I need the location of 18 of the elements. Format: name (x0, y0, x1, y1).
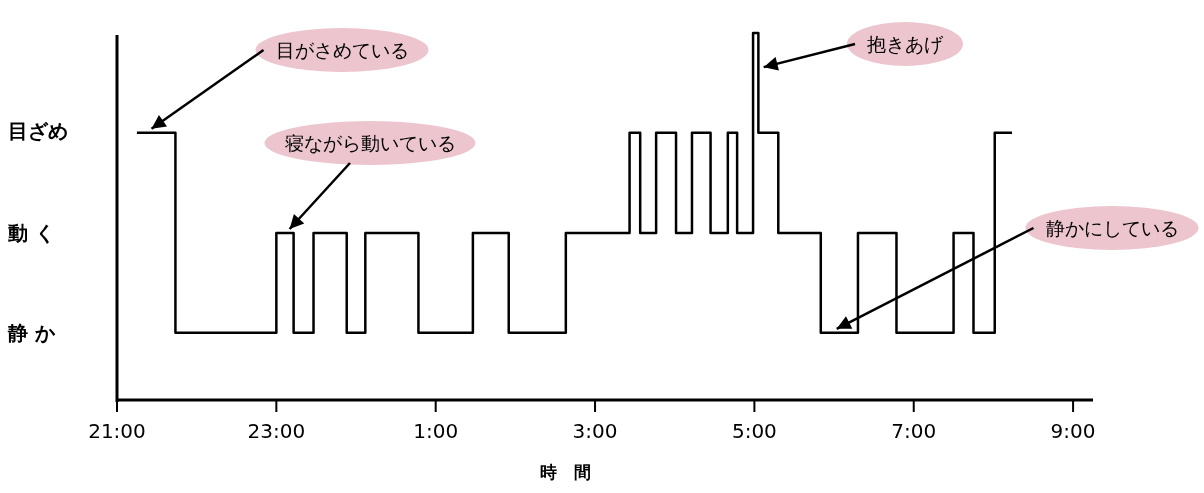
x-tick-label: 23:00 (247, 419, 306, 443)
annotation: 目がさめている (275, 39, 409, 61)
annotation: 寝ながら動いている (264, 121, 476, 230)
text: 目ざめ (8, 119, 68, 143)
annotation: 静かにしている (1045, 217, 1179, 239)
x-tick-label: 5:00 (731, 419, 777, 443)
annotation: 寝ながら動いている (284, 132, 456, 154)
annotation: 静かにしている (836, 206, 1199, 330)
x-tick-label: 3:00 (572, 419, 618, 443)
x-tick-label: 7:00 (891, 419, 937, 443)
x-tick-label: 9:00 (1050, 419, 1096, 443)
x-tick-label: 1:00 (413, 419, 459, 443)
x-axis-title: 時 間 (539, 462, 591, 482)
x-tick-label: 21:00 (88, 419, 146, 443)
annotation: 抱きあげ (867, 33, 944, 55)
text: 静 か (7, 321, 56, 345)
annotation: 抱きあげ (763, 22, 963, 71)
text: 動 く (7, 221, 55, 245)
